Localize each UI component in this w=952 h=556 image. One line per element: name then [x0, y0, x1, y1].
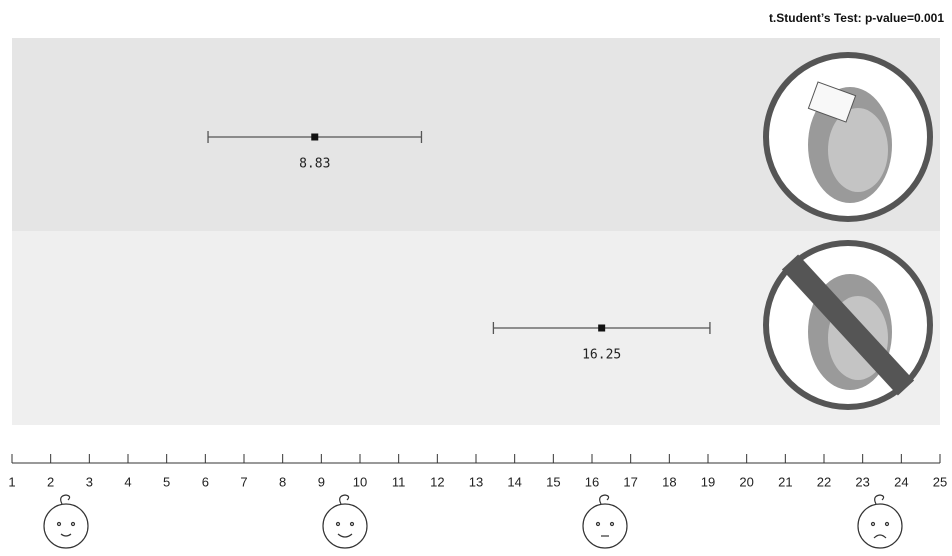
mean-point [311, 134, 318, 141]
x-tick-label: 9 [318, 474, 325, 489]
chart-title: t.Student’s Test: p-value=0.001 [769, 11, 944, 25]
baby-faces [44, 495, 902, 548]
mean-point [598, 325, 605, 332]
x-tick-label: 16 [585, 474, 599, 489]
x-tick-label: 3 [86, 474, 93, 489]
x-tick-label: 12 [430, 474, 444, 489]
x-tick-label: 1 [8, 474, 15, 489]
value-label: 16.25 [582, 348, 621, 363]
value-label: 8.83 [299, 157, 330, 172]
x-tick-label: 14 [507, 474, 521, 489]
x-tick-label: 25 [933, 474, 947, 489]
x-tick-label: 15 [546, 474, 560, 489]
x-tick-label: 6 [202, 474, 209, 489]
x-tick-label: 10 [353, 474, 367, 489]
x-tick-label: 13 [469, 474, 483, 489]
x-tick-label: 22 [817, 474, 831, 489]
x-tick-label: 23 [855, 474, 869, 489]
x-tick-label: 8 [279, 474, 286, 489]
x-tick-label: 4 [124, 474, 131, 489]
x-tick-label: 11 [392, 474, 406, 489]
x-tick-label: 7 [240, 474, 247, 489]
x-tick-label: 2 [47, 474, 54, 489]
photo-with-card [766, 55, 930, 219]
x-tick-label: 19 [701, 474, 715, 489]
x-tick-label: 18 [662, 474, 676, 489]
photo-no-card [766, 243, 930, 407]
x-tick-label: 17 [623, 474, 637, 489]
x-tick-label: 24 [894, 474, 908, 489]
x-tick-label: 5 [163, 474, 170, 489]
chart: t.Student’s Test: p-value=0.001 12345678… [0, 0, 952, 556]
x-tick-label: 20 [739, 474, 753, 489]
x-tick-label: 21 [778, 474, 792, 489]
